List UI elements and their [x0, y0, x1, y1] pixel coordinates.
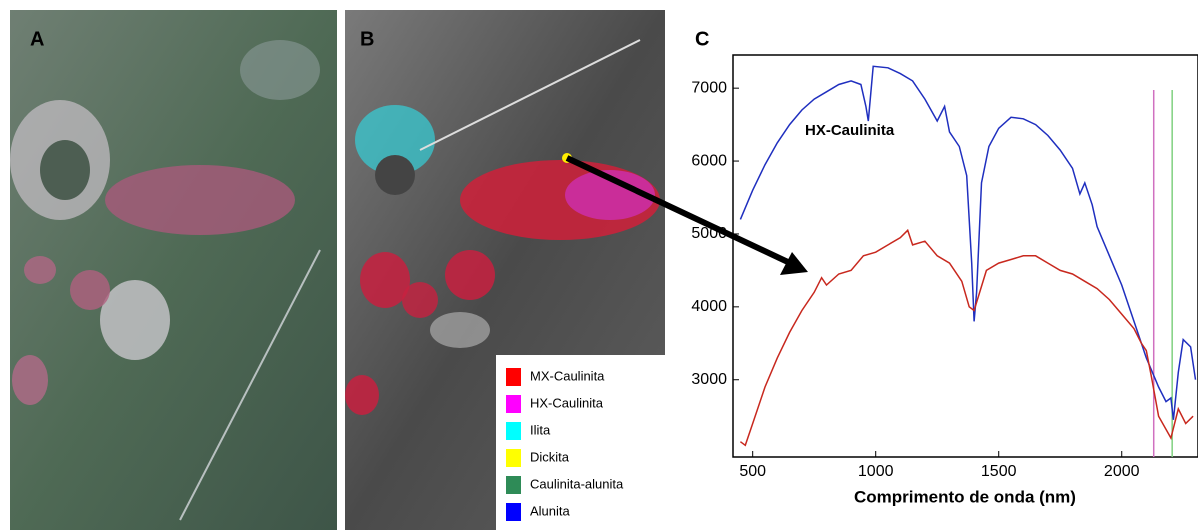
legend-swatch [506, 476, 521, 494]
legend-label: Alunita [530, 503, 571, 518]
legend-label: HX-Caulinita [530, 395, 604, 410]
panel-label: B [360, 28, 374, 50]
x-tick-label: 1000 [858, 463, 894, 480]
legend-label: Ilita [530, 422, 551, 437]
panel-label: C [695, 28, 709, 50]
legend-box [496, 355, 665, 530]
legend-swatch [506, 449, 521, 467]
x-tick-label: 500 [739, 463, 766, 480]
legend-label: Dickita [530, 449, 570, 464]
plot-frame [732, 54, 1198, 458]
y-tick-label: 7000 [691, 79, 727, 96]
panel-label: A [30, 28, 44, 50]
y-tick-label: 4000 [691, 298, 727, 315]
legend-label: MX-Caulinita [530, 368, 605, 383]
x-tick-label: 1500 [981, 463, 1017, 480]
x-tick-label: 2000 [1104, 463, 1140, 480]
arrow [565, 155, 808, 275]
y-tick-label: 3000 [691, 371, 727, 388]
spectrum-line [739, 228, 1194, 447]
spectrum-line [739, 65, 1197, 420]
legend-label: Caulinita-alunita [530, 476, 624, 491]
annotation: HX-Caulinita [805, 122, 895, 139]
legend-swatch [506, 503, 521, 521]
legend: MX-Caulinita HX-Caulinita Ilita Dickita Caul… [506, 368, 624, 521]
x-axis-label: Comprimento de onda (nm) [854, 487, 1076, 506]
y-tick-label: 5000 [691, 225, 727, 242]
legend-swatch [506, 368, 521, 386]
image-a [10, 10, 337, 530]
y-tick-label: 6000 [691, 152, 727, 169]
legend-swatch [506, 422, 521, 440]
legend-swatch [506, 395, 521, 413]
